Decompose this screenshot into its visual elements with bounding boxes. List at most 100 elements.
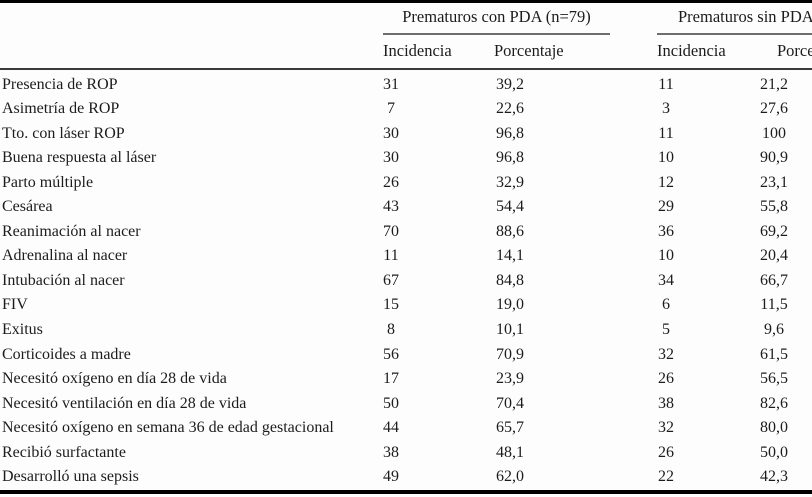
- table-row: FIV 15 19,0 6 11,5: [0, 293, 812, 318]
- cell-sin-incidencia: 38: [658, 394, 674, 412]
- cell-con-porcentaje: 19,0: [496, 296, 524, 314]
- cell-sin-porcentaje: 69,2: [760, 222, 788, 240]
- table-row: Parto múltiple 26 32,9 12 23,1: [0, 171, 812, 196]
- cell-con-incidencia: 15: [383, 296, 399, 314]
- cell-con-incidencia: 17: [383, 370, 399, 388]
- cell-sin-incidencia: 26: [658, 443, 674, 461]
- table-row: Necesitó oxígeno en semana 36 de edad ge…: [0, 416, 812, 441]
- cell-sin-incidencia: 29: [658, 198, 674, 216]
- group-underline-con: [383, 33, 610, 35]
- cell-con-porcentaje: 65,7: [496, 419, 524, 437]
- table-row: Presencia de ROP 31 39,2 11 21,2: [0, 73, 812, 98]
- cell-con-incidencia: 56: [383, 345, 399, 363]
- group-underline-sin: [657, 33, 812, 35]
- cell-con-porcentaje: 10,1: [496, 320, 524, 338]
- table-row: Desarrolló una sepsis 49 62,0 22 42,3: [0, 465, 812, 490]
- cell-con-incidencia: 43: [383, 198, 399, 216]
- cell-sin-incidencia: 36: [658, 222, 674, 240]
- table-row: Necesitó ventilación en día 28 de vida 5…: [0, 392, 812, 417]
- cell-con-incidencia: 26: [383, 173, 399, 191]
- cell-sin-porcentaje: 66,7: [760, 271, 788, 289]
- cell-con-porcentaje: 54,4: [496, 198, 524, 216]
- row-label: Tto. con láser ROP: [2, 124, 125, 142]
- row-label: Asimetría de ROP: [2, 100, 120, 118]
- table-row: Tto. con láser ROP 30 96,8 11 100: [0, 122, 812, 147]
- column-group-sin-pda: Prematuros sin PDA: [678, 7, 812, 26]
- row-label: Necesitó oxígeno en semana 36 de edad ge…: [2, 419, 334, 437]
- table-row: Reanimación al nacer 70 88,6 36 69,2: [0, 220, 812, 245]
- table-row: Buena respuesta al láser 30 96,8 10 90,9: [0, 146, 812, 171]
- row-label: Presencia de ROP: [2, 75, 118, 93]
- row-label: Intubación al nacer: [2, 271, 125, 289]
- cell-con-porcentaje: 22,6: [496, 100, 524, 118]
- cell-con-porcentaje: 32,9: [496, 173, 524, 191]
- row-label: Adrenalina al nacer: [2, 247, 128, 265]
- cell-sin-porcentaje: 56,5: [760, 370, 788, 388]
- cell-sin-incidencia: 34: [658, 271, 674, 289]
- cell-sin-porcentaje: 80,0: [760, 419, 788, 437]
- cell-con-incidencia: 30: [383, 124, 399, 142]
- table-row: Exitus 8 10,1 5 9,6: [0, 318, 812, 343]
- cell-sin-incidencia: 11: [658, 124, 674, 142]
- row-label: Necesitó oxígeno en día 28 de vida: [2, 370, 227, 388]
- cell-sin-porcentaje: 27,6: [760, 100, 788, 118]
- cell-sin-incidencia: 10: [658, 247, 674, 265]
- row-label: FIV: [2, 296, 28, 314]
- cell-sin-porcentaje: 55,8: [760, 198, 788, 216]
- col-header-porcentaje-sin: Porcentaje: [777, 41, 812, 60]
- row-label: Exitus: [2, 320, 43, 338]
- row-label: Parto múltiple: [2, 173, 94, 191]
- cell-sin-incidencia: 22: [658, 468, 674, 486]
- top-rule: [0, 0, 812, 3]
- cell-con-incidencia: 11: [383, 247, 399, 265]
- table-body: Presencia de ROP 31 39,2 11 21,2 Asimetr…: [0, 73, 812, 490]
- row-label: Necesitó ventilación en día 28 de vida: [2, 394, 247, 412]
- cell-sin-incidencia: 5: [662, 320, 670, 338]
- cell-con-incidencia: 31: [383, 75, 399, 93]
- cell-sin-porcentaje: 42,3: [760, 468, 788, 486]
- cell-sin-incidencia: 12: [658, 173, 674, 191]
- column-group-con-pda: Prematuros con PDA (n=79): [402, 7, 591, 26]
- row-label: Buena respuesta al láser: [2, 149, 157, 167]
- cell-sin-porcentaje: 9,6: [764, 320, 784, 338]
- cell-con-incidencia: 70: [383, 222, 399, 240]
- row-label: Desarrolló una sepsis: [2, 468, 139, 486]
- cell-con-porcentaje: 70,4: [496, 394, 524, 412]
- cell-con-incidencia: 8: [387, 320, 395, 338]
- cell-con-incidencia: 7: [387, 100, 395, 118]
- cell-con-incidencia: 44: [383, 419, 399, 437]
- cell-con-porcentaje: 88,6: [496, 222, 524, 240]
- cell-con-porcentaje: 96,8: [496, 124, 524, 142]
- table-row: Cesárea 43 54,4 29 55,8: [0, 195, 812, 220]
- header-rule: [0, 68, 812, 70]
- cell-sin-porcentaje: 11,5: [760, 296, 788, 314]
- cell-sin-incidencia: 10: [658, 149, 674, 167]
- cell-sin-porcentaje: 23,1: [760, 173, 788, 191]
- cell-sin-porcentaje: 100: [762, 124, 786, 142]
- cell-sin-porcentaje: 90,9: [760, 149, 788, 167]
- cell-sin-porcentaje: 21,2: [760, 75, 788, 93]
- cell-con-porcentaje: 14,1: [496, 247, 524, 265]
- cell-sin-porcentaje: 20,4: [760, 247, 788, 265]
- col-header-incidencia-sin: Incidencia: [657, 41, 726, 60]
- row-label: Corticoides a madre: [2, 345, 131, 363]
- cell-con-incidencia: 50: [383, 394, 399, 412]
- cell-con-incidencia: 30: [383, 149, 399, 167]
- cell-con-incidencia: 67: [383, 271, 399, 289]
- cell-sin-incidencia: 26: [658, 370, 674, 388]
- row-label: Recibió surfactante: [2, 443, 126, 461]
- row-label: Cesárea: [2, 198, 53, 216]
- cell-sin-incidencia: 3: [662, 100, 670, 118]
- cell-con-porcentaje: 70,9: [496, 345, 524, 363]
- cell-con-porcentaje: 48,1: [496, 443, 524, 461]
- cell-sin-incidencia: 32: [658, 345, 674, 363]
- cell-con-incidencia: 49: [383, 468, 399, 486]
- table-row: Adrenalina al nacer 11 14,1 10 20,4: [0, 244, 812, 269]
- cell-sin-incidencia: 32: [658, 419, 674, 437]
- col-header-incidencia-con: Incidencia: [383, 41, 452, 60]
- row-label: Reanimación al nacer: [2, 222, 141, 240]
- table-row: Asimetría de ROP 7 22,6 3 27,6: [0, 97, 812, 122]
- cell-con-porcentaje: 39,2: [496, 75, 524, 93]
- cell-con-porcentaje: 84,8: [496, 271, 524, 289]
